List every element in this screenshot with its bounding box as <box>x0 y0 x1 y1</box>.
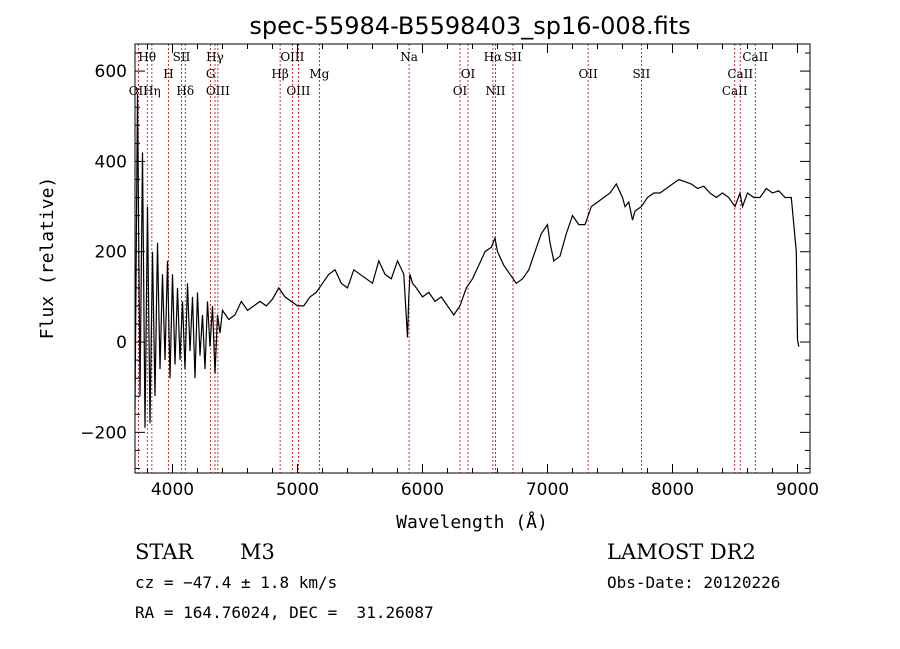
line-label-19: OII <box>578 67 598 81</box>
line-label-17: NII <box>486 84 506 98</box>
line-label-8: OIII <box>206 84 230 98</box>
line-label-7: G <box>206 67 216 81</box>
x-axis-label: Wavelength (Å) <box>396 511 548 533</box>
line-label-4: SII <box>173 50 191 64</box>
plot-frame <box>134 43 811 474</box>
object-subclass: M3 <box>240 540 275 564</box>
line-label-12: Mg <box>309 67 329 81</box>
observation-date: Obs-Date: 20120226 <box>607 573 781 592</box>
line-label-15: OI <box>461 67 476 81</box>
line-label-16: Hα <box>484 50 503 64</box>
line-label-21: CaII <box>722 84 748 98</box>
spectrum-line <box>134 93 800 428</box>
y-tick-label-4: 600 <box>95 62 127 82</box>
y-axis-ticks: −200 0 200 400 600 <box>80 52 810 469</box>
x-axis-ticks: 4000 5000 6000 7000 8000 9000 <box>147 44 819 500</box>
x-tick-label-0: 4000 <box>151 480 194 500</box>
line-label-2: Hη <box>143 84 161 98</box>
x-tick-label-2: 6000 <box>401 480 444 500</box>
survey-name: LAMOST DR2 <box>607 540 756 564</box>
line-markers <box>137 44 756 473</box>
redshift-velocity: cz = −47.4 ± 1.8 km/s <box>135 573 338 592</box>
line-label-13: Na <box>400 50 418 64</box>
line-label-6: Hγ <box>206 50 224 64</box>
line-label-14: OI <box>453 84 468 98</box>
x-tick-label-3: 7000 <box>526 480 569 500</box>
y-axis-label: Flux (relative) <box>37 177 58 340</box>
x-tick-label-4: 8000 <box>651 480 694 500</box>
y-tick-label-2: 200 <box>95 243 127 263</box>
line-label-10: OIII <box>280 50 304 64</box>
x-tick-label-5: 9000 <box>776 480 819 500</box>
line-label-11: OIII <box>286 84 310 98</box>
line-label-22: CaII <box>727 67 753 81</box>
y-tick-label-3: 400 <box>95 152 127 172</box>
line-label-18: SII <box>504 50 522 64</box>
object-class: STAR <box>135 540 194 564</box>
line-labels: HθOIIHηHSIIHδHγGOIIIHβOIIIOIIIMgNaOIOIHα… <box>129 50 769 98</box>
line-label-5: Hδ <box>176 84 194 98</box>
chart-title: spec-55984-B5598403_sp16-008.fits <box>249 12 690 40</box>
y-tick-label-0: −200 <box>80 423 127 443</box>
line-label-9: Hβ <box>271 67 288 81</box>
line-label-23: CaII <box>742 50 768 64</box>
line-label-1: OII <box>129 84 149 98</box>
x-tick-label-1: 5000 <box>276 480 319 500</box>
line-label-20: SII <box>633 67 651 81</box>
line-label-0: Hθ <box>138 50 156 64</box>
line-label-3: H <box>163 67 173 81</box>
coordinates: RA = 164.76024, DEC = 31.26087 <box>135 603 434 622</box>
y-tick-label-1: 0 <box>116 333 127 353</box>
